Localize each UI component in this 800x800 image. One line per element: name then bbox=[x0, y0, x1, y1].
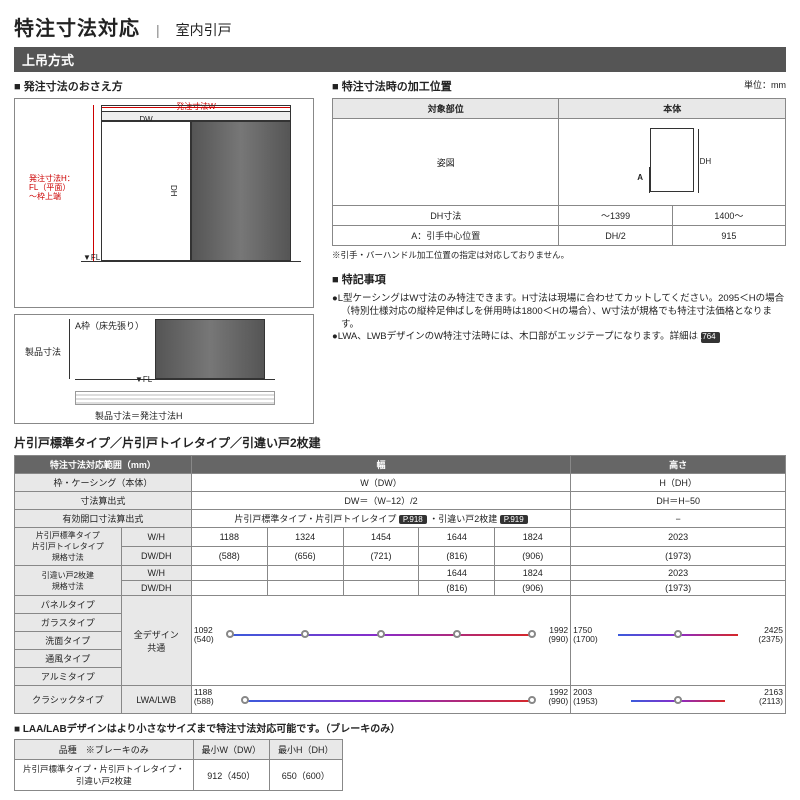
th-height: 高さ bbox=[571, 456, 786, 474]
row-washbasin: 洗面タイプ bbox=[15, 632, 122, 650]
range-width-common: 1092 (540) 1992 (990) bbox=[191, 596, 570, 686]
product-dim-diagram: A枠（床先張り） 製品寸法 ▼FL 製品寸法＝発注寸法H bbox=[14, 314, 314, 424]
laa-th-minh: 最小H（DH） bbox=[270, 740, 343, 760]
td-dh-dim: DH寸法 bbox=[333, 206, 559, 226]
range-height-common: 1750 (1700) 2425 (2375) bbox=[571, 596, 786, 686]
note-2: ●LWA、LWBデザインのW特注寸法時には、木口部がエッジテープになります。詳細… bbox=[332, 331, 786, 344]
right-column: 特注寸法時の加工位置 単位：mm 対象部位 本体 姿図 A DH bbox=[332, 78, 786, 424]
dwdh-1: DW/DH bbox=[121, 547, 191, 566]
r-frame: 枠・ケーシング（本体） bbox=[15, 474, 192, 492]
fl2-label: ▼FL bbox=[135, 375, 152, 384]
laa-prod: 片引戸標準タイプ・片引戸トイレタイプ・ 引違い戸2枚建 bbox=[15, 760, 194, 791]
order-dim-heading: 発注寸法のおさえ方 bbox=[14, 78, 314, 94]
laa-th-prod: 品種 ※ブレーキのみ bbox=[15, 740, 194, 760]
r-frame-w: W（DW） bbox=[191, 474, 570, 492]
th-width: 幅 bbox=[191, 456, 570, 474]
td-a-v1: DH/2 bbox=[559, 226, 672, 246]
th-target: 対象部位 bbox=[333, 99, 559, 119]
product-dim-formula: 製品寸法＝発注寸法H bbox=[95, 409, 183, 422]
dwdh-2: DW/DH bbox=[121, 581, 191, 596]
laa-table: 品種 ※ブレーキのみ 最小W（DW） 最小H（DH） 片引戸標準タイプ・片引戸ト… bbox=[14, 739, 343, 791]
r-formula-h: DH＝H−50 bbox=[571, 492, 786, 510]
td-body-diagram: A DH bbox=[559, 119, 786, 206]
proc-note: ※引手・バーハンドル加工位置の指定は対応しておりません。 bbox=[332, 249, 786, 261]
processing-table: 対象部位 本体 姿図 A DH DH寸法 bbox=[332, 98, 786, 246]
r-eff-h: − bbox=[571, 510, 786, 528]
door-graphic bbox=[191, 121, 291, 261]
page-subtitle: 室内引戸 bbox=[176, 20, 232, 40]
all-design: 全デザイン 共通 bbox=[121, 596, 191, 686]
th-range: 特注寸法対応範囲（mm） bbox=[15, 456, 192, 474]
spec-title: 片引戸標準タイプ／片引戸トイレタイプ／引違い戸2枚建 bbox=[14, 434, 786, 451]
special-heading: 特記事項 bbox=[332, 271, 786, 287]
dim-h-label: 発注寸法H： FL（平面） ～枠上端 bbox=[29, 175, 93, 201]
spec-table: 特注寸法対応範囲（mm） 幅 高さ 枠・ケーシング（本体） W（DW） H（DH… bbox=[14, 455, 786, 714]
page-ref-tag: P.764 bbox=[701, 332, 720, 343]
note-1: ●L型ケーシングはW寸法のみ特注できます。H寸法は現場に合わせてカットしてくださ… bbox=[332, 293, 786, 331]
row-alumi: アルミタイプ bbox=[15, 668, 122, 686]
th-body: 本体 bbox=[559, 99, 786, 119]
laa-minw: 912（450） bbox=[193, 760, 270, 791]
td-dh-v1: ～1399 bbox=[559, 206, 672, 226]
laa-minh: 650（600） bbox=[270, 760, 343, 791]
r-eff: 有効開口寸法算出式 bbox=[15, 510, 192, 528]
range-width-classic: 1188 (588) 1992 (990) bbox=[191, 686, 570, 714]
td-a-pos: A：引手中心位置 bbox=[333, 226, 559, 246]
laa-th-minw: 最小W（DW） bbox=[193, 740, 270, 760]
range-height-classic: 2003 (1953) 2163 (2113) bbox=[571, 686, 786, 714]
row-panel: パネルタイプ bbox=[15, 596, 122, 614]
a-frame-label: A枠（床先張り） bbox=[75, 319, 144, 332]
td-sugata: 姿図 bbox=[333, 119, 559, 206]
td-dh-v2: 1400～ bbox=[672, 206, 785, 226]
left-column: 発注寸法のおさえ方 発注寸法W DW 発注寸法H： FL（平面） ～枠上端 DH… bbox=[14, 78, 314, 424]
page-title: 特注寸法対応 bbox=[14, 12, 140, 41]
cat1: 片引戸標準タイプ 片引戸トイレタイプ 規格寸法 bbox=[15, 528, 122, 566]
special-notes: ●L型ケーシングはW寸法のみ特注できます。H寸法は現場に合わせてカットしてくださ… bbox=[332, 293, 786, 344]
page-header: 特注寸法対応 | 室内引戸 bbox=[14, 12, 786, 41]
row-classic: クラシックタイプ bbox=[15, 686, 122, 714]
wh-2: W/H bbox=[121, 566, 191, 581]
r-formula: 寸法算出式 bbox=[15, 492, 192, 510]
laa-note: LAA/LABデザインはより小さなサイズまで特注寸法対応可能です。（ブレーキのみ… bbox=[14, 720, 786, 735]
td-a-v2: 915 bbox=[672, 226, 785, 246]
method-bar: 上吊方式 bbox=[14, 47, 786, 72]
r-frame-h: H（DH） bbox=[571, 474, 786, 492]
wh-1: W/H bbox=[121, 528, 191, 547]
proc-heading: 特注寸法時の加工位置 単位：mm bbox=[332, 78, 786, 94]
fl-label: ▼FL bbox=[83, 253, 100, 262]
title-separator: | bbox=[156, 22, 160, 38]
r-eff-w: 片引戸標準タイプ・片引戸トイレタイプ P.918 ・引違い戸2枚建 P.919 bbox=[191, 510, 570, 528]
unit-label: 単位：mm bbox=[744, 78, 786, 91]
cat2: 引違い戸2枚建 規格寸法 bbox=[15, 566, 122, 596]
order-diagram: 発注寸法W DW 発注寸法H： FL（平面） ～枠上端 DH ▼FL bbox=[14, 98, 314, 308]
row-vent: 通風タイプ bbox=[15, 650, 122, 668]
row-glass: ガラスタイプ bbox=[15, 614, 122, 632]
r-formula-w: DW＝（W−12）/2 bbox=[191, 492, 570, 510]
dim-dh-label: DH bbox=[169, 185, 178, 197]
product-dim-label: 製品寸法 bbox=[25, 345, 61, 358]
lwa-lwb: LWA/LWB bbox=[121, 686, 191, 714]
